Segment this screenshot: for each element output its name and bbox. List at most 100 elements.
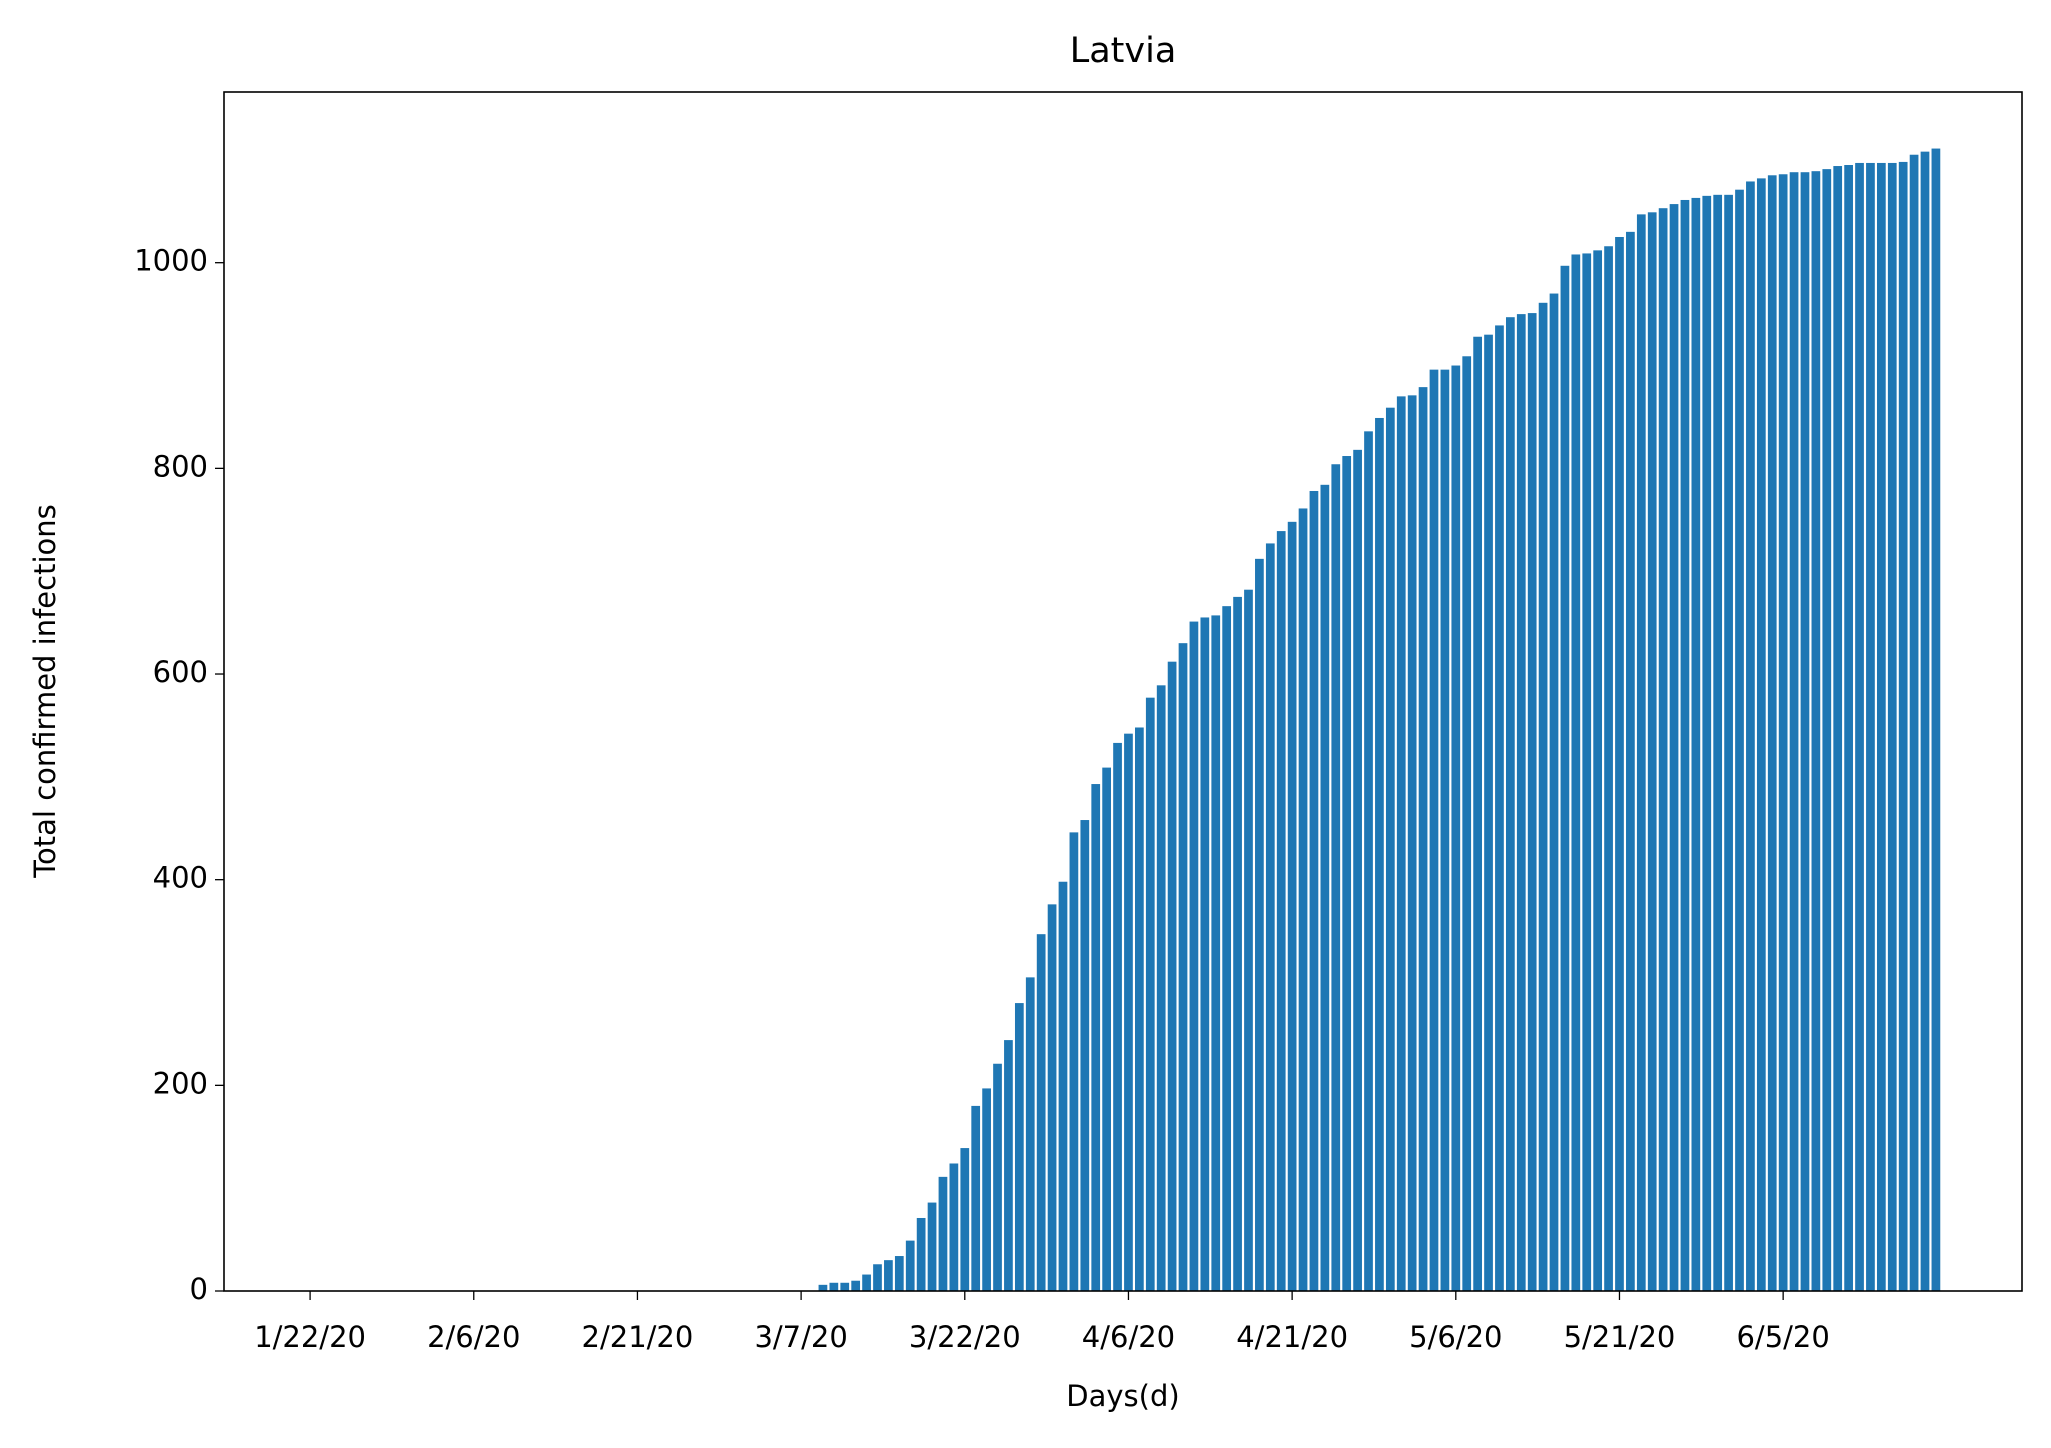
- bar: [1866, 162, 1875, 1291]
- bar: [1102, 767, 1111, 1291]
- bar: [1735, 189, 1744, 1291]
- bar: [862, 1274, 871, 1291]
- bar: [1756, 178, 1766, 1292]
- bar: [1418, 387, 1428, 1291]
- bar: [1789, 172, 1799, 1292]
- bar: [1724, 194, 1733, 1291]
- bar: [818, 1284, 828, 1291]
- x-tick-label: 2/21/20: [582, 1320, 694, 1354]
- y-tick-label: 800: [153, 449, 208, 483]
- bar: [1211, 615, 1221, 1291]
- bar: [1833, 166, 1843, 1292]
- bar: [1844, 165, 1853, 1292]
- bar: [1156, 685, 1166, 1291]
- bar: [1244, 589, 1253, 1291]
- bar: [1396, 396, 1406, 1292]
- bar: [894, 1256, 904, 1291]
- bar: [851, 1280, 861, 1291]
- y-tick-label: 200: [153, 1066, 208, 1100]
- bar: [982, 1088, 991, 1291]
- bar: [1385, 407, 1395, 1291]
- bar: [1058, 881, 1068, 1291]
- y-tick-label: 600: [153, 655, 208, 689]
- bar: [1265, 543, 1275, 1291]
- bar: [1091, 784, 1101, 1291]
- bar: [1680, 199, 1690, 1292]
- bar: [1167, 661, 1177, 1291]
- bar: [938, 1176, 948, 1291]
- bar: [1451, 365, 1461, 1291]
- bar: [905, 1240, 915, 1291]
- bar: [1178, 643, 1188, 1291]
- bar: [1222, 606, 1232, 1291]
- bar: [1429, 369, 1439, 1292]
- plot-frame: [223, 91, 2023, 1292]
- y-axis-label: Total confirmed infections: [28, 504, 62, 879]
- bar: [1014, 1003, 1024, 1291]
- bar: [1658, 208, 1668, 1291]
- bar: [1527, 313, 1537, 1291]
- bar: [1909, 154, 1919, 1291]
- x-tick-label: 2/6/20: [427, 1320, 520, 1354]
- bar: [1669, 204, 1679, 1291]
- bar: [1582, 253, 1592, 1292]
- bar: [1255, 558, 1264, 1291]
- bar: [1069, 832, 1079, 1291]
- bar: [1004, 1040, 1013, 1291]
- bar: [1626, 231, 1635, 1291]
- bar: [1287, 521, 1297, 1291]
- bar: [1822, 169, 1832, 1291]
- bar: [1189, 621, 1199, 1291]
- y-tick-label: 0: [190, 1272, 208, 1306]
- bar: [1320, 484, 1330, 1292]
- bar: [840, 1282, 850, 1291]
- bar: [1462, 356, 1472, 1292]
- x-tick-label: 4/21/20: [1236, 1320, 1348, 1354]
- bar: [1920, 151, 1930, 1292]
- bar: [884, 1260, 893, 1291]
- x-axis-label: Days(d): [1066, 1379, 1179, 1413]
- bar: [1549, 293, 1559, 1291]
- bar: [1516, 314, 1526, 1291]
- bar: [971, 1105, 981, 1291]
- bar: [1855, 162, 1864, 1291]
- x-tick-label: 6/5/20: [1736, 1320, 1829, 1354]
- bar: [1778, 174, 1788, 1291]
- bar: [1876, 162, 1886, 1291]
- bar: [916, 1217, 926, 1291]
- bar: [1124, 733, 1133, 1291]
- bar: [1691, 197, 1701, 1292]
- bar: [1375, 417, 1384, 1292]
- y-tick-label: 400: [153, 861, 208, 895]
- x-tick-label: 3/22/20: [909, 1320, 1021, 1354]
- bar: [1495, 325, 1504, 1291]
- bar: [1746, 181, 1755, 1291]
- bar: [1898, 161, 1908, 1291]
- bar: [1636, 214, 1646, 1291]
- bar: [1473, 336, 1482, 1291]
- bar: [1025, 977, 1035, 1291]
- bar: [829, 1282, 839, 1291]
- bar: [1135, 727, 1144, 1291]
- bar: [1593, 250, 1603, 1291]
- x-tick-label: 5/21/20: [1564, 1320, 1676, 1354]
- bar: [1800, 172, 1810, 1292]
- x-tick-label: 3/7/20: [754, 1320, 847, 1354]
- bar: [1505, 317, 1515, 1291]
- bar: [1407, 395, 1417, 1291]
- bar: [1615, 236, 1624, 1291]
- bar: [1931, 148, 1941, 1291]
- x-tick-label: 1/22/20: [254, 1320, 366, 1354]
- bar: [927, 1202, 937, 1291]
- bar: [1538, 302, 1548, 1291]
- bar: [1560, 265, 1570, 1292]
- bar: [1342, 456, 1352, 1291]
- bar: [1484, 334, 1493, 1291]
- bar: [1145, 697, 1155, 1291]
- bar: [1353, 449, 1362, 1291]
- bar: [1713, 194, 1723, 1291]
- y-tick-label: 1000: [134, 244, 208, 278]
- bar: [1571, 254, 1581, 1292]
- bar: [873, 1264, 882, 1291]
- bar: [1767, 175, 1777, 1291]
